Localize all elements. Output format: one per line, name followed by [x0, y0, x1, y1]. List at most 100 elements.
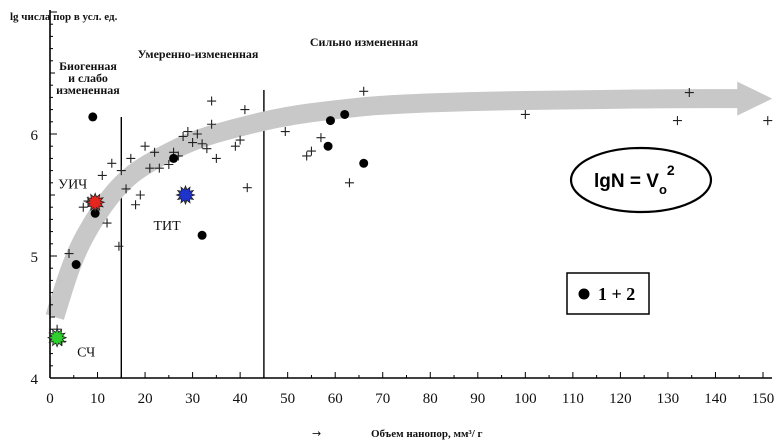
plus-point [306, 146, 316, 156]
plus-point [240, 105, 250, 115]
plus-point [520, 109, 530, 119]
x-tick-label: 0 [46, 391, 54, 407]
plus-point [145, 163, 155, 173]
plus-point [280, 127, 290, 137]
plus-point [178, 131, 188, 141]
plus-point [102, 218, 112, 228]
y-tick-labels: 4 5 6 [31, 128, 39, 388]
zone-label-1-line-3: измененная [56, 83, 120, 97]
x-axis-arrow: → [312, 427, 321, 440]
x-tick-label: 20 [138, 391, 153, 407]
svg-text:lgN = Vo2: lgN = Vo2 [594, 162, 675, 197]
plus-point [207, 96, 217, 106]
x-tick-label: 90 [470, 391, 485, 407]
plus-point [192, 129, 202, 139]
zone-label-2: Умеренно-измененная [138, 47, 259, 61]
x-tick-label: 30 [185, 391, 200, 407]
formula-ellipse [569, 146, 713, 214]
plus-point [154, 163, 164, 173]
highlight-label: СЧ [77, 346, 95, 361]
highlight-label: ТИТ [153, 219, 181, 234]
dot-series [71, 109, 369, 270]
legend: 1 + 2 [566, 272, 650, 315]
dot-point [325, 116, 335, 126]
trend-arrowhead [737, 81, 773, 116]
plus-point [135, 190, 145, 200]
plus-point [64, 249, 74, 259]
highlight-marker [47, 327, 68, 348]
dot-point [197, 230, 207, 240]
plus-point [188, 138, 198, 148]
highlight-marker [85, 192, 106, 213]
zone-label-3: Сильно измененная [310, 35, 419, 49]
plus-point [672, 116, 682, 126]
legend-dot-marker [578, 288, 590, 300]
plus-point [197, 139, 207, 149]
plus-point [114, 241, 124, 251]
y-tick-label: 5 [31, 250, 39, 266]
plus-point [183, 127, 193, 137]
plus-point [131, 200, 141, 210]
plus-point [359, 86, 369, 96]
plus-point [344, 178, 354, 188]
plus-point [126, 153, 136, 163]
plus-point [242, 183, 252, 193]
x-axis-label: → Объем нанопор, мм³/ г [312, 427, 483, 440]
plus-point [107, 158, 117, 168]
plus-point [164, 160, 174, 169]
legend-label: 1 + 2 [598, 284, 635, 304]
x-tick-labels: 0 10 20 30 40 50 60 70 80 90 100 110 120 130 140 150 [46, 391, 774, 407]
trend-curve [45, 89, 740, 320]
plus-point [207, 119, 217, 129]
x-tick-label: 70 [375, 391, 390, 407]
zone-boundaries [120, 90, 265, 378]
plus-point [97, 170, 107, 180]
highlight-marker [175, 184, 196, 206]
plus-series [52, 86, 773, 346]
plus-point [121, 184, 131, 194]
plus-point [116, 166, 126, 176]
plus-point [235, 135, 245, 145]
formula-superscript: 2 [667, 162, 675, 178]
formula-subscript: o [659, 182, 667, 197]
plus-point [230, 141, 240, 151]
dot-point [359, 158, 369, 168]
x-tick-label: 150 [752, 391, 775, 407]
plus-point [150, 147, 160, 157]
formula-box: lgN = Vo2 [569, 146, 713, 214]
x-tick-label: 80 [423, 391, 438, 407]
x-tick-label: 110 [562, 391, 584, 407]
dot-point [169, 153, 179, 163]
dot-point [88, 112, 98, 122]
plus-point [140, 141, 150, 151]
dot-point [90, 208, 100, 218]
plus-point [302, 151, 312, 161]
x-tick-label: 140 [704, 391, 727, 407]
zone-label-1-line-1: Биогенная [59, 59, 117, 73]
plus-point [211, 153, 221, 163]
plus-point [202, 144, 212, 154]
axes [49, 10, 772, 379]
formula-base: lgN = V [594, 171, 659, 192]
chart-title: lg числа пор в усл. ед. [10, 11, 118, 23]
x-axis-title: Объем нанопор, мм³/ г [371, 428, 483, 440]
plus-point [684, 88, 694, 98]
dot-point [323, 141, 333, 151]
x-tick-label: 60 [328, 391, 343, 407]
highlight-label: УИЧ [58, 177, 87, 192]
x-tick-label: 10 [90, 391, 105, 407]
y-tick-label: 6 [31, 128, 39, 144]
highlighted-samples: УИЧ ТИТ СЧ [47, 177, 196, 361]
dot-point [71, 260, 81, 270]
y-tick-label: 4 [31, 372, 39, 388]
dot-point [340, 109, 350, 119]
x-tick-label: 120 [609, 391, 632, 407]
x-tick-label: 50 [280, 391, 295, 407]
x-tick-label: 130 [657, 391, 680, 407]
x-tick-label: 40 [233, 391, 248, 407]
x-tick-label: 100 [514, 391, 537, 407]
plus-point [763, 116, 773, 126]
zone-label-1-line-2: и слабо [68, 71, 108, 85]
plus-point [78, 202, 88, 212]
